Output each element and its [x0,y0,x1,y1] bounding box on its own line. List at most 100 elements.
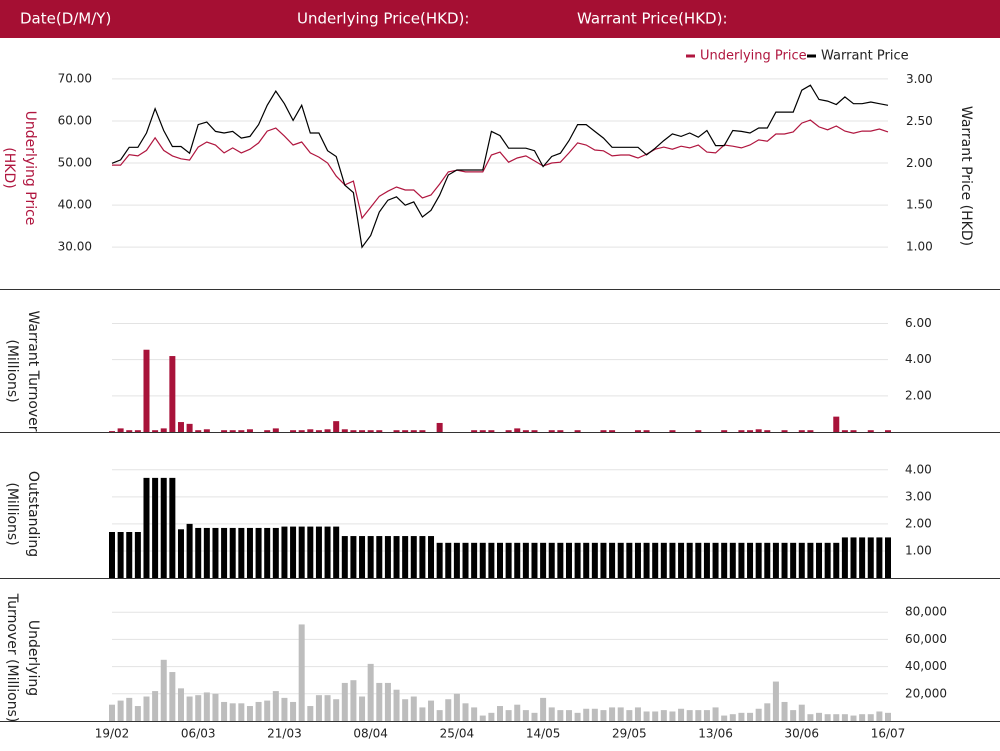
bar [867,714,874,721]
bar [298,430,305,432]
bar [126,532,133,578]
bar [221,527,228,578]
y2-tick-label: 1.50 [906,198,933,212]
bar [324,429,331,432]
y-tick-label: 80,000 [905,605,947,619]
bar [246,706,253,721]
bar [548,542,555,578]
bar [272,691,279,721]
bar [833,542,840,578]
bar [315,430,322,432]
bar [126,430,133,432]
bar [221,430,228,432]
bar [695,542,702,578]
bar [867,430,874,432]
y-tick-label: 2.00 [905,516,932,530]
bar [393,536,400,578]
bar [109,431,115,432]
bar [117,700,124,721]
bar [453,693,460,721]
bar [833,714,840,721]
bar [798,430,805,432]
bar [816,712,823,721]
bar [402,536,409,578]
bar [695,430,702,432]
legend-label: Warrant Price [821,49,909,64]
bar [238,703,245,721]
y-tick-label: 4.00 [905,352,932,366]
bar [410,696,417,721]
bar [255,527,262,578]
bar [643,542,650,578]
bar [471,707,478,721]
bar [169,477,176,578]
bar [290,701,297,721]
y2-tick-label: 2.00 [906,156,933,170]
bar [350,680,357,721]
bar [859,537,866,578]
line-series [111,84,889,249]
bar [177,688,184,721]
bar [290,430,297,432]
x-tick-label: 30/06 [784,727,819,741]
legend-label: Underlying Price [700,49,807,64]
bar [264,430,271,432]
bar [522,710,529,721]
bar [764,703,771,721]
bar [238,430,245,432]
bar [359,536,366,578]
axis-label: Warrant Price (HKD) [958,106,974,246]
bar [721,542,728,578]
bar [479,430,486,432]
bar [134,706,141,721]
bar [143,477,150,578]
bar [109,704,115,721]
bar [798,704,805,721]
bar [540,697,547,721]
bar [609,430,616,432]
bar [281,697,288,721]
bar [617,542,624,578]
bar [634,542,641,578]
y-tick-label: 1.00 [905,543,932,557]
bar [798,542,805,578]
bar [574,542,581,578]
bar [246,429,253,432]
bar [859,714,866,721]
bar [488,542,495,578]
bar [686,710,693,721]
bar [669,542,676,578]
bar [522,542,529,578]
bar [850,715,857,721]
bar [565,542,572,578]
axis-label: Warrant Turnover [25,310,41,431]
bar [557,542,564,578]
x-tick-label: 16/07 [871,727,906,741]
bar [634,430,641,432]
bar [410,536,417,578]
bar [246,527,253,578]
bar [600,430,607,432]
bar [583,708,590,721]
bar [152,430,159,432]
bar [186,696,193,721]
bar [195,527,202,578]
bar [134,532,141,578]
bar [721,430,728,432]
bar [195,430,202,432]
bar [324,695,331,721]
y2-tick-label: 2.50 [906,114,933,128]
bar [436,422,443,432]
bar [333,699,340,721]
y-tick-label: 30.00 [58,240,92,254]
axis-label: Turnover (Millions) [4,593,20,723]
bar [221,701,228,721]
bar [885,537,891,578]
y-tick-label: 4.00 [905,462,932,476]
bar [281,526,288,578]
bar [514,542,521,578]
line-series [112,119,889,220]
bar [143,349,150,432]
bar [324,526,331,578]
bar [445,699,452,721]
